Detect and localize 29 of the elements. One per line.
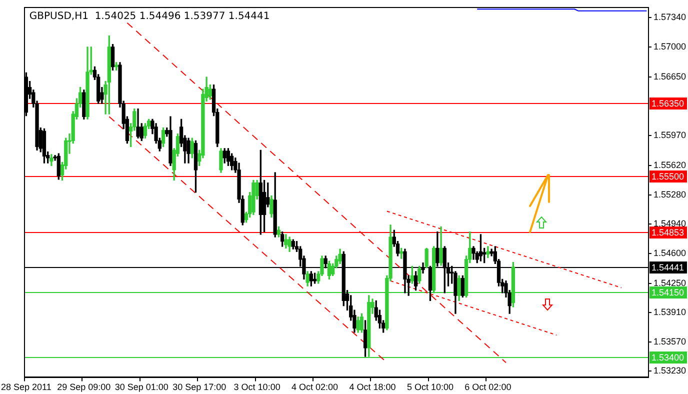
ref-line-label: 1.55500 (651, 171, 684, 182)
y-tick-label: 1.53570 (653, 336, 686, 346)
y-tick-label: 1.55970 (653, 130, 686, 140)
y-tick-label: 1.53910 (653, 307, 686, 318)
y-tick-label: 1.54940 (653, 218, 686, 229)
ref-line-label: 1.56350 (651, 98, 684, 108)
y-tick-label: 1.53230 (653, 366, 686, 376)
x-tick-label: 30 Sep 17:00 (172, 382, 226, 392)
y-tick-label: 1.57340 (653, 12, 686, 22)
ref-line-label: 1.53400 (651, 352, 684, 362)
x-tick-label: 30 Sep 01:00 (114, 382, 168, 392)
x-tick-label: 3 Oct 10:00 (234, 382, 280, 392)
candlestick (486, 246, 490, 258)
y-tick-label: 1.54600 (653, 248, 686, 258)
x-tick-label: 4 Oct 02:00 (292, 382, 338, 392)
chart-title: GBPUSD,H1 1.54025 1.54496 1.53977 1.54441 (29, 10, 270, 22)
x-tick-label: 28 Sep 2011 (0, 382, 52, 392)
ref-line-label: 1.54441 (651, 262, 684, 272)
x-tick-label: 4 Oct 18:00 (349, 382, 396, 392)
y-tick-label: 1.55280 (653, 189, 686, 200)
x-tick-label: 6 Oct 02:00 (464, 382, 512, 392)
x-tick-label: 5 Oct 10:00 (406, 382, 454, 392)
y-tick-label: 1.57000 (653, 41, 686, 52)
ref-line-label: 1.54150 (651, 287, 684, 298)
y-tick-label: 1.55620 (653, 160, 686, 170)
y-tick-label: 1.56650 (653, 72, 686, 82)
ref-line-label: 1.54853 (651, 227, 684, 238)
y-tick-label: 1.54250 (653, 278, 686, 288)
x-tick-label: 29 Sep 09:00 (57, 382, 111, 392)
